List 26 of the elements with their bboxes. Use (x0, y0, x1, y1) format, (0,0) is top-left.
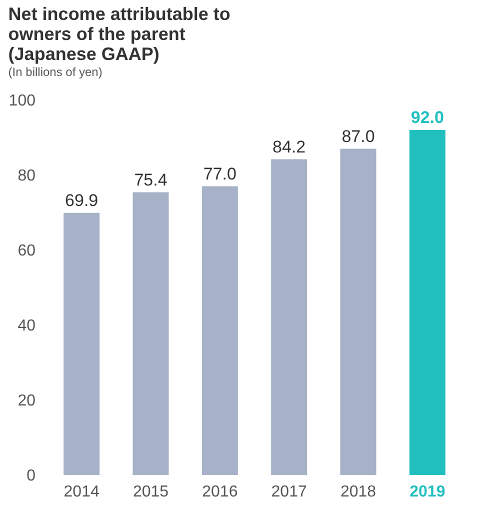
bar (409, 130, 446, 475)
x-tick-label: 2015 (132, 484, 169, 500)
data-label: 75.4 (134, 170, 168, 190)
y-tick-label: 60 (18, 242, 36, 260)
bar (271, 159, 308, 475)
y-tick-label: 100 (8, 92, 36, 110)
x-tick-label: 2016 (202, 484, 238, 500)
x-tick-label: 2019 (410, 484, 446, 500)
data-label: 69.9 (65, 190, 98, 210)
x-tick-label: 2017 (271, 484, 307, 500)
chart-title: Net income attributable to owners of the parent (Japanese GAAP) (8, 4, 230, 64)
bar (132, 192, 169, 475)
bar (340, 148, 376, 475)
y-tick-label: 40 (18, 318, 36, 334)
data-label: 92.0 (410, 108, 444, 127)
data-label: 77.0 (203, 164, 236, 184)
y-tick-label: 0 (26, 468, 36, 484)
chart-subtitle: (In billions of yen) (8, 65, 102, 79)
bar (64, 212, 100, 475)
data-label: 87.0 (342, 126, 375, 146)
x-tick-label: 2018 (340, 484, 376, 500)
y-tick-label: 20 (18, 392, 36, 410)
x-tick-label: 2014 (64, 484, 100, 500)
data-label: 84.2 (272, 137, 306, 156)
bar (202, 186, 238, 475)
y-tick-label: 80 (18, 168, 36, 184)
